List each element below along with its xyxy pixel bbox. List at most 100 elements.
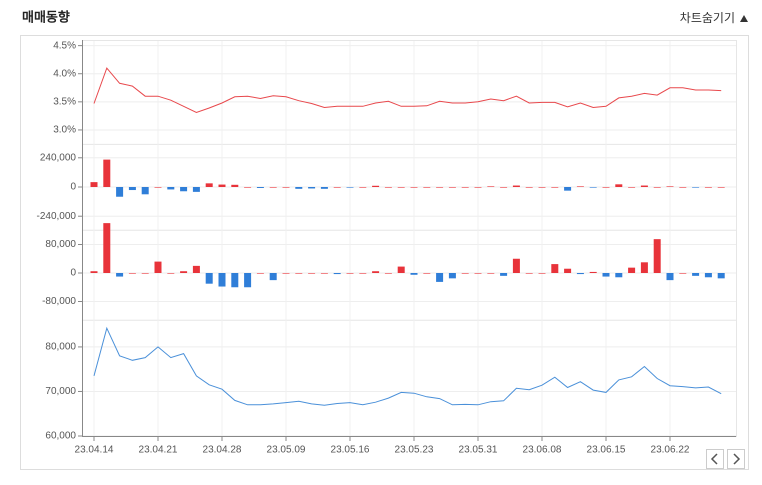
bar	[487, 273, 495, 274]
x-tick-label: 23.06.08	[523, 445, 562, 456]
bar	[602, 273, 610, 277]
x-tick-label: 23.04.21	[139, 445, 178, 456]
y-tick-label: 4.0%	[53, 68, 76, 79]
bar	[436, 273, 444, 282]
plot-frame	[82, 40, 737, 437]
bar	[320, 187, 328, 189]
bar	[205, 273, 213, 284]
bar	[372, 271, 380, 273]
bar	[192, 265, 200, 273]
bar	[90, 182, 98, 187]
bar	[333, 273, 341, 275]
bar	[154, 187, 162, 188]
bar	[717, 187, 725, 188]
bar	[474, 273, 482, 274]
bar	[410, 187, 418, 188]
bar	[512, 258, 520, 273]
x-tick-label: 23.06.22	[651, 445, 690, 456]
y-tick-label: -80,000	[42, 296, 76, 307]
prev-button[interactable]	[706, 449, 724, 469]
y-tick-label: 3.0%	[53, 125, 76, 136]
bar	[128, 273, 136, 274]
bar	[423, 273, 431, 274]
bar	[615, 184, 623, 187]
bar	[640, 262, 648, 273]
hide-chart-toggle[interactable]: 차트숨기기	[680, 11, 735, 25]
chart-frame	[20, 35, 749, 470]
toggle-arrow[interactable]	[740, 15, 748, 22]
bar	[551, 187, 559, 188]
bar	[666, 273, 674, 281]
bar	[397, 187, 405, 188]
bar	[231, 273, 239, 288]
bar	[564, 268, 572, 273]
x-tick-label: 23.05.16	[331, 445, 370, 456]
x-tick-label: 23.05.31	[459, 445, 498, 456]
x-tick-label: 23.04.14	[75, 445, 114, 456]
bar	[487, 186, 495, 187]
bar	[500, 187, 508, 188]
bar	[538, 273, 546, 274]
y-tick-label: 60,000	[45, 431, 76, 442]
bar	[448, 273, 456, 279]
bar	[320, 273, 328, 274]
bar	[525, 273, 533, 274]
bar	[397, 266, 405, 273]
bar	[116, 187, 124, 197]
bar	[576, 273, 584, 275]
bar	[512, 185, 520, 187]
bar	[384, 273, 392, 274]
y-tick-label: -240,000	[37, 211, 77, 222]
next-icon[interactable]	[733, 453, 741, 465]
price-line	[93, 67, 722, 114]
bar	[103, 223, 111, 273]
bar	[653, 187, 661, 188]
prev-icon[interactable]	[710, 453, 718, 465]
next-button[interactable]	[727, 449, 745, 469]
bar	[359, 273, 367, 274]
x-tick-label: 23.05.09	[267, 445, 306, 456]
bar	[384, 187, 392, 188]
bar	[346, 187, 354, 188]
bar	[308, 187, 316, 189]
bar	[218, 273, 226, 287]
bar	[717, 273, 725, 279]
bar	[461, 273, 469, 274]
bar	[167, 187, 175, 190]
bar	[244, 187, 252, 188]
y-tick-label: 70,000	[45, 386, 76, 397]
bar	[128, 187, 136, 191]
y-tick-label: 80,000	[45, 239, 76, 250]
bar	[359, 187, 367, 188]
bar	[192, 187, 200, 192]
y-tick-label: 80,000	[45, 342, 76, 353]
y-tick-label: 0	[70, 268, 76, 279]
bar	[640, 185, 648, 187]
x-tick-label: 23.04.28	[203, 445, 242, 456]
bar	[282, 273, 290, 274]
bar	[244, 273, 252, 288]
bar	[436, 187, 444, 188]
bar	[615, 273, 623, 278]
y-tick-label: 240,000	[40, 152, 77, 163]
bar	[141, 187, 149, 195]
bar	[218, 184, 226, 187]
bar	[692, 187, 700, 188]
bar	[704, 187, 712, 188]
bar	[167, 273, 175, 274]
y-tick-label: 4.5%	[53, 40, 76, 51]
bar	[256, 187, 264, 188]
bar	[423, 187, 431, 188]
bar	[628, 187, 636, 188]
bar	[704, 273, 712, 278]
bar	[679, 187, 687, 188]
bar	[372, 185, 380, 187]
bar	[333, 187, 341, 188]
bar	[103, 159, 111, 187]
bar	[589, 187, 597, 188]
bar	[346, 273, 354, 274]
bar	[679, 273, 687, 274]
bar	[410, 273, 418, 275]
bar	[461, 187, 469, 188]
bar	[282, 187, 290, 188]
